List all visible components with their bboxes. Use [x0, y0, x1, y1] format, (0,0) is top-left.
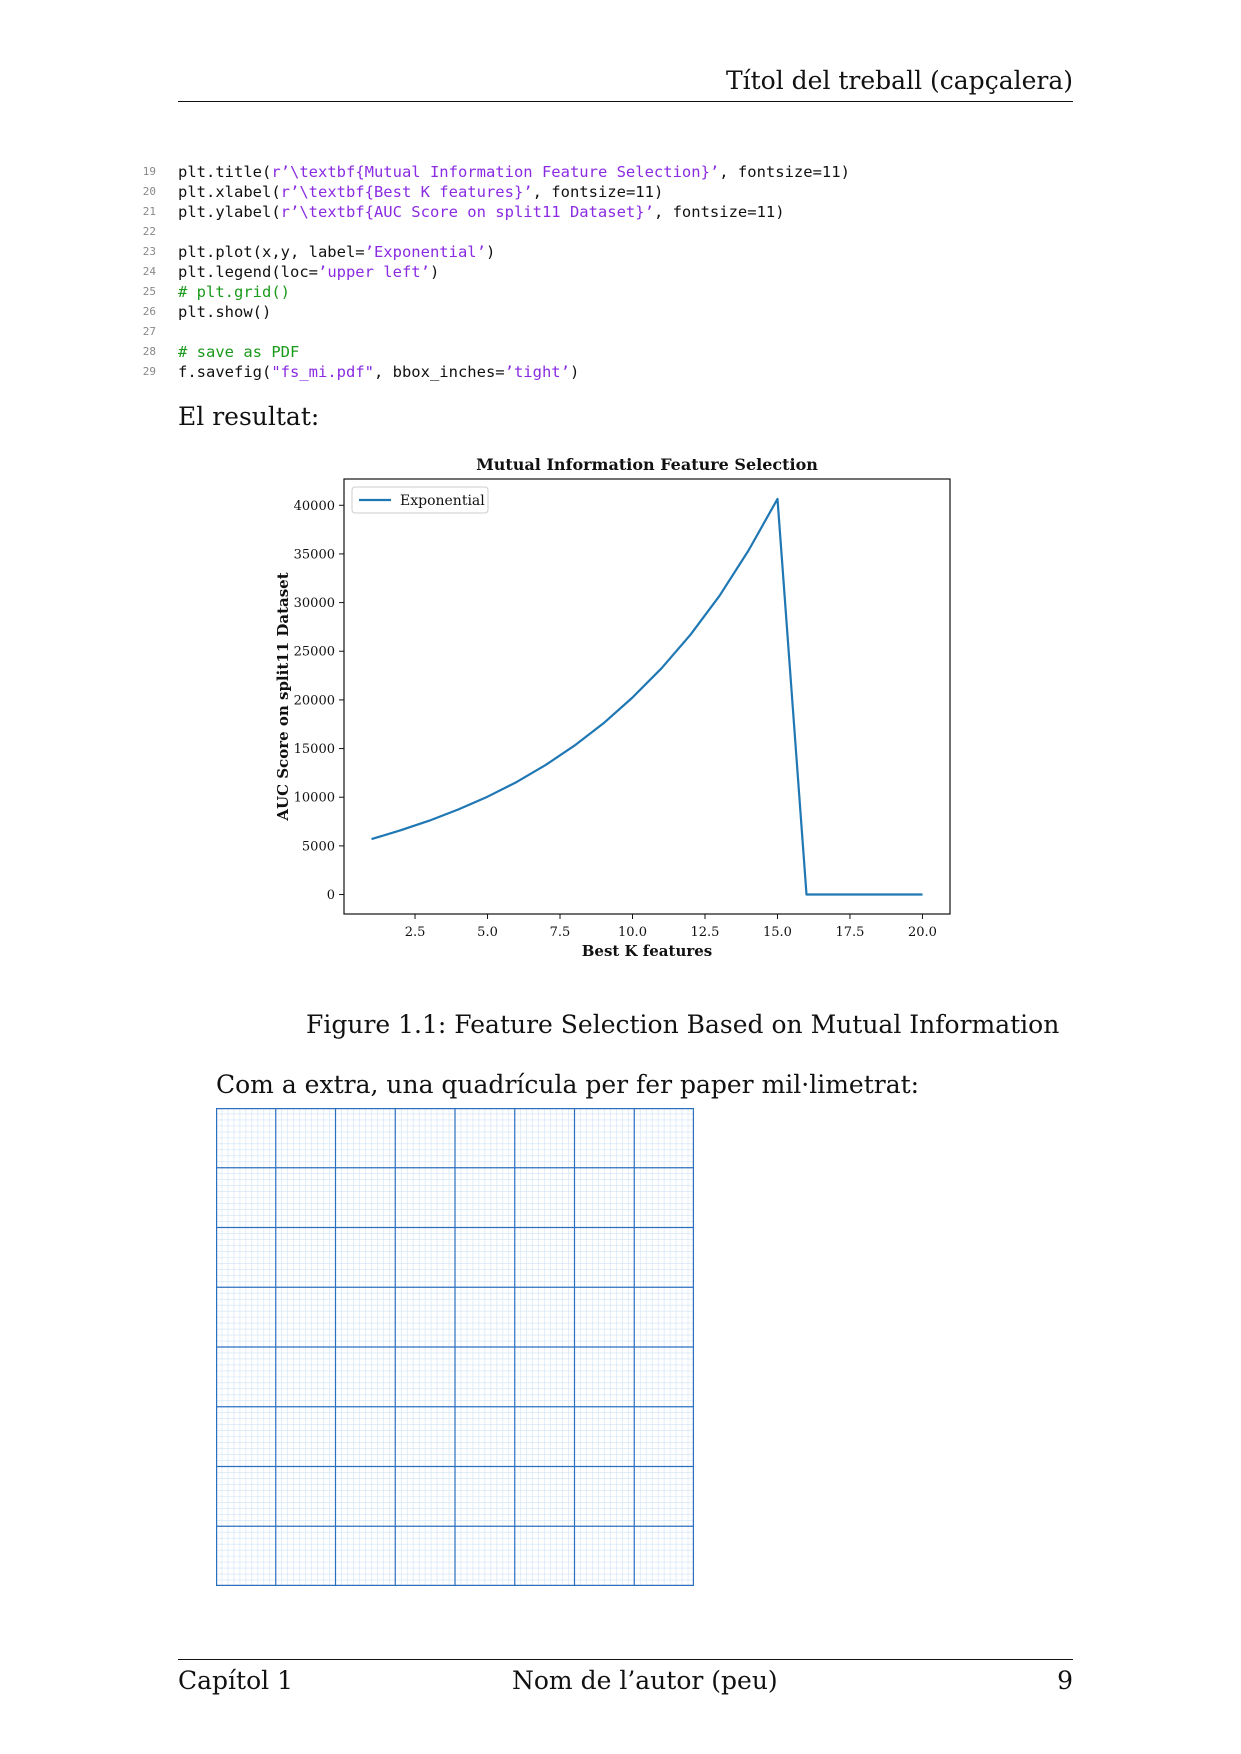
code-text: plt.xlabel(r’\textbf{Best K features}’, …	[178, 182, 663, 202]
y-tick-label: 20000	[294, 693, 335, 708]
code-token: , fontsize=11)	[653, 203, 785, 221]
figure-caption: Figure 1.1: Feature Selection Based on M…	[306, 1010, 1060, 1039]
code-token: )	[429, 263, 440, 281]
code-text: plt.legend(loc=’upper left’)	[178, 262, 439, 282]
line-number: 24	[142, 265, 156, 278]
x-tick-label: 10.0	[618, 925, 647, 940]
y-tick-label: 40000	[294, 499, 335, 514]
code-text: plt.title(r’\textbf{Mutual Information F…	[178, 162, 850, 182]
code-token: )	[485, 243, 496, 261]
code-string: ’tight’	[504, 363, 570, 381]
y-tick-label: 25000	[294, 645, 335, 660]
code-text: plt.show()	[178, 302, 271, 322]
series-line-exponential	[371, 497, 923, 896]
graph-paper-grid	[216, 1108, 694, 1586]
line-number: 26	[142, 305, 156, 318]
code-text: plt.ylabel(r’\textbf{AUC Score on split1…	[178, 202, 785, 222]
page-header-title: Títol del treball (capçalera)	[725, 66, 1073, 95]
footer-page-number: 9	[1057, 1666, 1073, 1695]
footer-author: Nom de l’autor (peu)	[512, 1666, 778, 1695]
line-number: 19	[142, 165, 156, 178]
code-string: r’\textbf{AUC Score on split11 Dataset}’	[280, 203, 654, 221]
y-tick-label: 35000	[294, 547, 335, 562]
x-tick-label: 2.5	[405, 925, 426, 940]
line-chart: Mutual Information Feature Selection 2.5 5…	[274, 455, 951, 960]
line-number: 23	[142, 245, 156, 258]
line-number: 20	[142, 185, 156, 198]
plot-frame	[343, 478, 951, 915]
x-tick-label: 17.5	[835, 925, 864, 940]
x-tick-label: 12.5	[691, 925, 720, 940]
code-token: )	[569, 363, 580, 381]
footer-chapter: Capítol 1	[178, 1666, 293, 1695]
y-tick-label: 0	[327, 888, 335, 903]
x-tick-label: 5.0	[477, 925, 498, 940]
y-tick-label: 10000	[294, 791, 335, 806]
code-token: f.savefig(	[178, 363, 272, 381]
legend-box	[351, 486, 489, 514]
code-text: # save as PDF	[178, 342, 299, 362]
extra-paragraph: Com a extra, una quadrícula per fer pape…	[216, 1070, 920, 1099]
code-token: plt.plot(x,y, label=	[178, 243, 365, 261]
code-comment: # save as PDF	[178, 343, 300, 361]
result-paragraph: El resultat:	[178, 402, 320, 431]
x-axis-label: Best K features	[582, 942, 713, 960]
x-tick-label: 7.5	[550, 925, 571, 940]
legend-label: Exponential	[400, 493, 485, 509]
line-number: 28	[142, 345, 156, 358]
y-tick-label: 30000	[294, 596, 335, 611]
code-string: ’upper left’	[317, 263, 430, 281]
y-tick-label: 15000	[294, 742, 335, 757]
code-token: plt.show()	[178, 303, 272, 321]
line-number: 25	[142, 285, 156, 298]
code-comment: # plt.grid()	[178, 283, 290, 301]
line-number: 21	[142, 205, 156, 218]
chart-title: Mutual Information Feature Selection	[476, 455, 818, 474]
header-rule	[178, 101, 1073, 102]
x-tick-label: 20.0	[908, 925, 937, 940]
code-token: plt.title(	[178, 163, 272, 181]
code-text: # plt.grid()	[178, 282, 290, 302]
code-string: ’Exponential’	[364, 243, 486, 261]
line-number: 29	[142, 365, 156, 378]
line-number: 22	[142, 225, 156, 238]
code-token: , fontsize=11)	[532, 183, 664, 201]
x-tick-label: 15.0	[763, 925, 792, 940]
line-number: 27	[142, 325, 156, 338]
y-axis-label: AUC Score on split11 Dataset	[274, 572, 292, 821]
code-string: r’\textbf{Mutual Information Feature Sel…	[271, 163, 720, 181]
code-token: plt.xlabel(	[178, 183, 281, 201]
code-token: , bbox_inches=	[373, 363, 505, 381]
code-text: f.savefig("fs_mi.pdf", bbox_inches=’tigh…	[178, 362, 579, 382]
code-token: plt.ylabel(	[178, 203, 281, 221]
code-text: plt.plot(x,y, label=’Exponential’)	[178, 242, 495, 262]
y-tick-label: 5000	[302, 839, 335, 854]
code-string: "fs_mi.pdf"	[271, 363, 374, 381]
footer-rule	[178, 1659, 1073, 1660]
code-token: , fontsize=11)	[719, 163, 850, 181]
code-string: r’\textbf{Best K features}’	[280, 183, 533, 201]
code-token: plt.legend(loc=	[178, 263, 318, 281]
